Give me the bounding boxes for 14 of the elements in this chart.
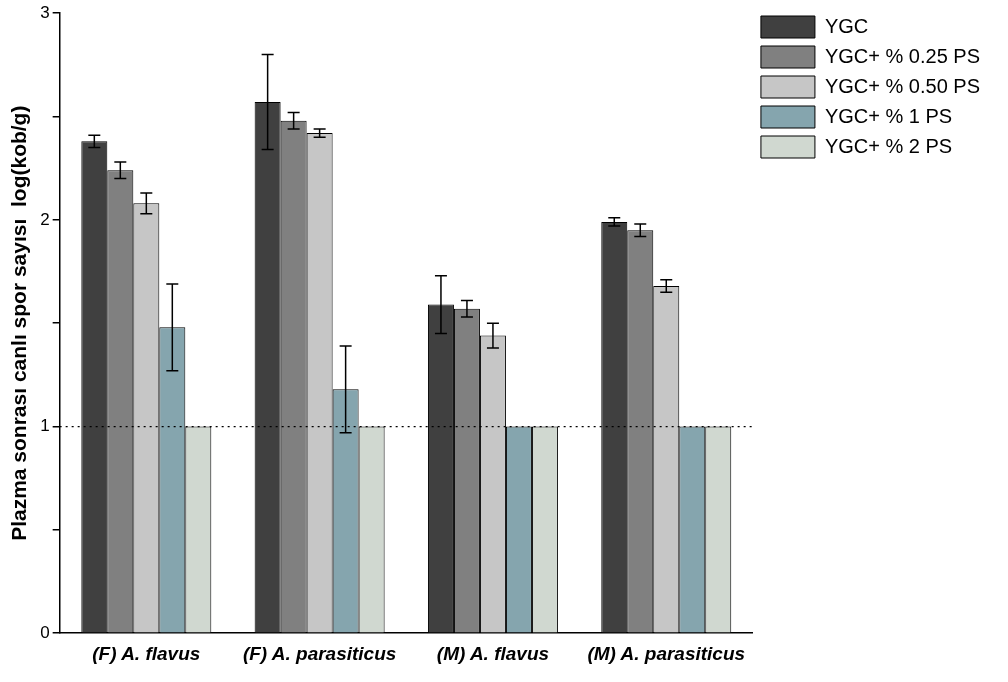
x-tick-label: (M) A. parasiticus <box>587 642 746 664</box>
y-tick-label: 3 <box>40 2 50 22</box>
x-tick-label: (F) A. parasiticus <box>242 642 397 664</box>
x-tick-label: (M) A. flavus <box>436 642 550 664</box>
y-tick-label: 0 <box>40 622 50 642</box>
legend-label: YGC+ % 1 PS <box>824 104 953 127</box>
legend-label: YGC+ % 0.50 PS <box>824 74 980 97</box>
legend-label: YGC+ % 2 PS <box>824 134 953 157</box>
y-tick-label: 1 <box>40 416 50 436</box>
y-axis-title: Plazma sonrası canlı spor sayısı log(kob/g) <box>7 105 31 541</box>
y-tick-label: 2 <box>40 209 50 229</box>
x-tick-label: (F) A. flavus <box>92 642 201 664</box>
legend-label: YGC+ % 0.25 PS <box>824 44 980 67</box>
legend-label: YGC <box>824 14 869 37</box>
